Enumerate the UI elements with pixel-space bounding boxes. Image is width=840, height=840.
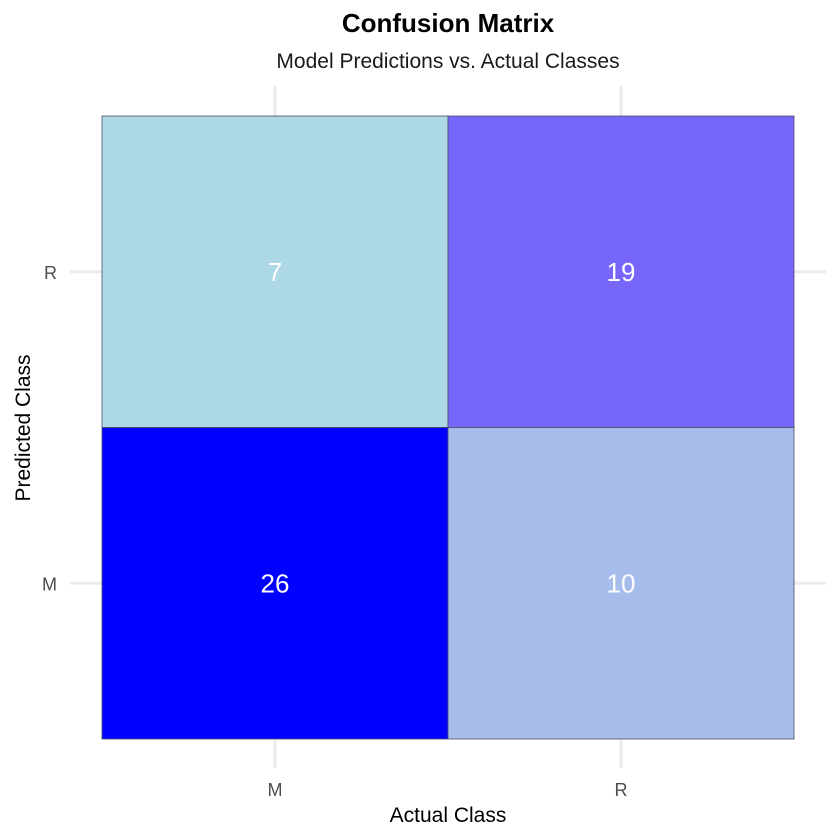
y-tick-label: M (42, 574, 57, 594)
cell-value-label: 19 (607, 257, 636, 287)
y-tick-label: R (44, 263, 57, 283)
cell-value-label: 26 (261, 568, 290, 598)
y-axis-ticks: MR (42, 263, 57, 595)
x-tick-label: R (615, 780, 628, 800)
y-axis-title: Predicted Class (12, 354, 35, 501)
heatmap-cell-actual-r-predicted-m (447, 427, 795, 740)
cell-value-label: 10 (607, 568, 636, 598)
x-tick-label: M (268, 780, 283, 800)
heatmap-cell-actual-m-predicted-r (101, 115, 449, 428)
heatmap-cell-actual-m-predicted-m (101, 427, 449, 740)
chart-title: Confusion Matrix (342, 8, 555, 38)
cell-value-labels: 7 19 26 10 (261, 257, 636, 599)
x-axis-title: Actual Class (390, 804, 507, 827)
heatmap-cells (101, 115, 795, 740)
cell-value-label: 7 (268, 257, 282, 287)
chart-subtitle: Model Predictions vs. Actual Classes (276, 50, 619, 73)
